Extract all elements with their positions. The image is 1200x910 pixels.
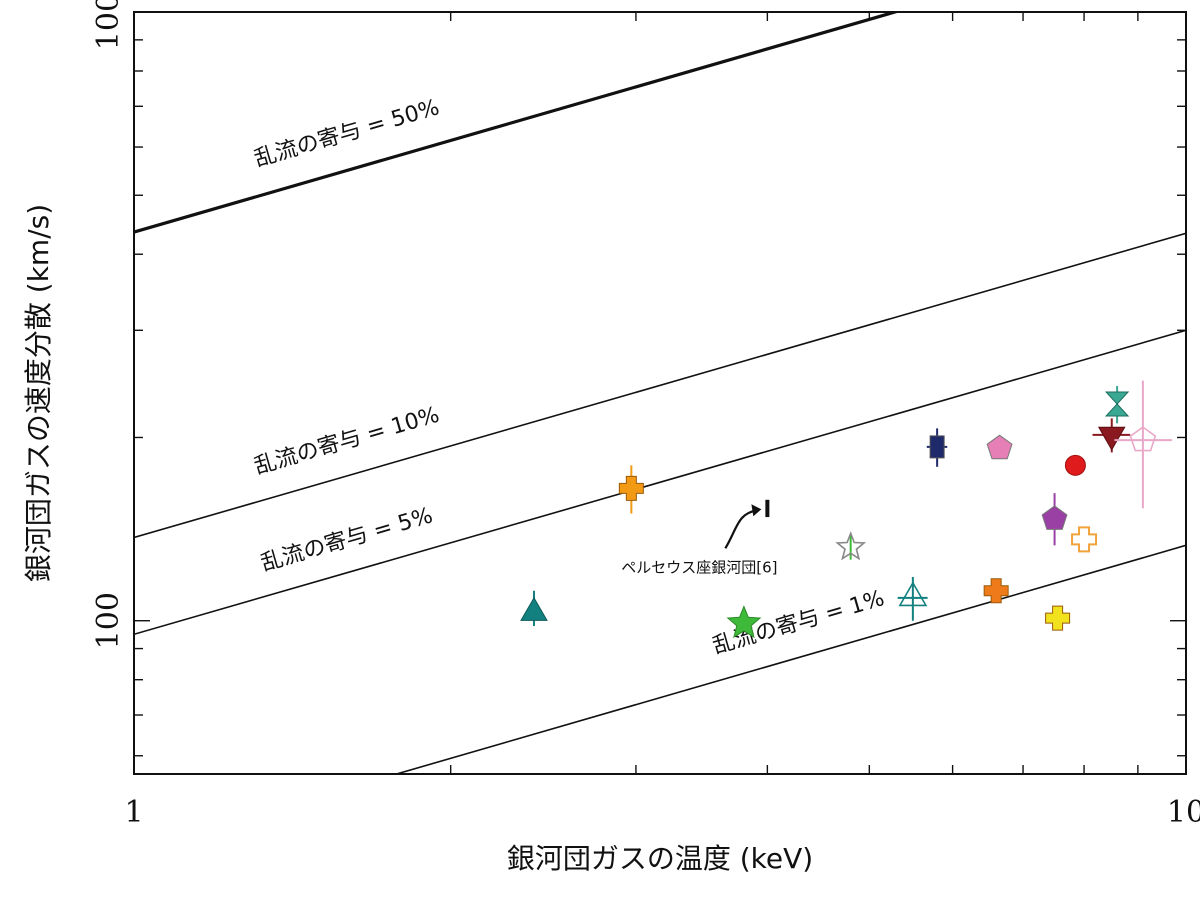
marker-star — [726, 605, 762, 639]
data-point-plus-thick — [1045, 605, 1071, 631]
marker-hourglass — [1104, 391, 1130, 417]
marker-plus-thick — [983, 578, 1009, 604]
y-tick-label: 100 — [91, 592, 126, 649]
data-point-pentagon — [1114, 380, 1173, 509]
marker-triangle-down — [1097, 426, 1126, 451]
data-point-circle — [1064, 454, 1086, 476]
data-point-star — [835, 531, 867, 561]
perseus-arrowhead — [751, 504, 762, 517]
x-axis-label: 銀河団ガスの温度 (keV) — [507, 842, 813, 875]
y-tick-label: 1000 — [91, 0, 126, 50]
marker-pentagon — [1129, 426, 1157, 452]
data-point-hourglass — [1104, 385, 1130, 424]
marker-pentagon — [1041, 505, 1068, 530]
marker-triangle-up — [520, 596, 548, 621]
data-markers — [520, 380, 1173, 639]
data-point-plus-thick — [983, 578, 1009, 604]
axis-ticks — [133, 11, 1187, 774]
plot-frame — [133, 11, 1187, 775]
reference-lines — [134, 12, 1186, 774]
marker-circle — [1064, 454, 1086, 476]
data-point-pentagon — [986, 434, 1013, 460]
data-point-plus-thick — [618, 465, 644, 514]
marker-plus-thick — [618, 475, 644, 501]
x-tick-label: 1 — [124, 795, 143, 830]
data-point-triangle-up — [897, 576, 928, 621]
marker-square — [929, 435, 945, 459]
marker-star — [835, 531, 867, 561]
reference-line-5pct — [134, 329, 1186, 636]
reference-line-label-10pct: 乱流の寄与 = 10% — [252, 403, 443, 480]
reference-line-50pct — [134, 12, 901, 234]
data-point-star — [726, 605, 762, 639]
y-axis-label: 銀河団ガスの速度分散 (km/s) — [22, 204, 55, 582]
reference-line-10pct — [134, 232, 1186, 539]
perseus-arrow — [724, 509, 758, 549]
marker-pentagon — [986, 434, 1013, 460]
reference-line-labels: 乱流の寄与 = 50%乱流の寄与 = 10%乱流の寄与 = 5%乱流の寄与 = … — [252, 95, 888, 659]
marker-plus-thick — [1045, 605, 1071, 631]
x-tick-label: 10 — [1167, 795, 1200, 830]
data-point-pentagon — [1041, 493, 1068, 546]
reference-line-1pct — [393, 544, 1186, 774]
data-point-triangle-down — [1092, 418, 1131, 453]
marker-plus-thick — [1071, 526, 1098, 553]
reference-line-label-50pct: 乱流の寄与 = 50% — [252, 95, 443, 172]
data-point-triangle-up — [520, 590, 548, 627]
perseus-label: ペルセウス座銀河団[6] — [621, 558, 777, 576]
data-point-square — [926, 428, 948, 467]
marker-triangle-up — [898, 581, 928, 607]
axis-tick-labels: 1 10 100 1000 — [91, 0, 1200, 830]
perseus-annotation: ペルセウス座銀河団[6] — [621, 499, 777, 576]
reference-line-label-5pct: 乱流の寄与 = 5% — [258, 503, 435, 576]
data-point-plus-thick — [1071, 526, 1098, 553]
